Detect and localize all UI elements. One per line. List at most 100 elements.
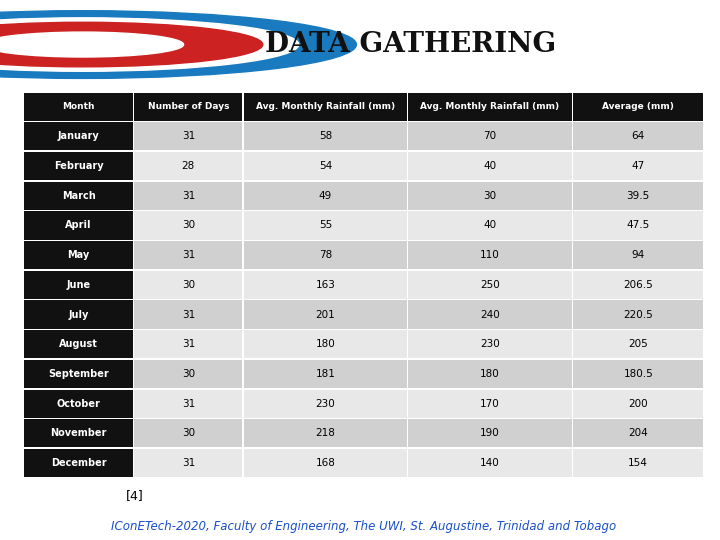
FancyBboxPatch shape bbox=[244, 300, 407, 329]
Text: 30: 30 bbox=[181, 220, 195, 231]
Text: 39.5: 39.5 bbox=[626, 191, 650, 201]
Text: [4]: [4] bbox=[125, 489, 143, 502]
Text: 30: 30 bbox=[181, 369, 195, 379]
Text: 230: 230 bbox=[480, 339, 500, 349]
Text: 31: 31 bbox=[181, 250, 195, 260]
Text: 47: 47 bbox=[631, 161, 645, 171]
Text: 31: 31 bbox=[181, 131, 195, 141]
FancyBboxPatch shape bbox=[408, 300, 572, 329]
Text: Avg. Monthly Rainfall (mm): Avg. Monthly Rainfall (mm) bbox=[420, 102, 559, 111]
FancyBboxPatch shape bbox=[244, 92, 407, 121]
Text: DATA GATHERING: DATA GATHERING bbox=[265, 31, 556, 58]
Text: 180: 180 bbox=[480, 369, 500, 379]
FancyBboxPatch shape bbox=[408, 211, 572, 240]
Text: 190: 190 bbox=[480, 428, 500, 438]
FancyBboxPatch shape bbox=[573, 181, 703, 210]
FancyBboxPatch shape bbox=[134, 360, 243, 388]
FancyBboxPatch shape bbox=[134, 241, 243, 269]
Text: April: April bbox=[66, 220, 92, 231]
Text: August: August bbox=[59, 339, 98, 349]
FancyBboxPatch shape bbox=[573, 449, 703, 477]
FancyBboxPatch shape bbox=[134, 211, 243, 240]
FancyBboxPatch shape bbox=[24, 92, 132, 121]
Text: 40: 40 bbox=[483, 161, 497, 171]
FancyBboxPatch shape bbox=[573, 152, 703, 180]
FancyBboxPatch shape bbox=[134, 181, 243, 210]
Text: 206.5: 206.5 bbox=[624, 280, 653, 290]
FancyBboxPatch shape bbox=[244, 181, 407, 210]
Text: May: May bbox=[68, 250, 90, 260]
FancyBboxPatch shape bbox=[134, 330, 243, 359]
FancyBboxPatch shape bbox=[134, 122, 243, 151]
FancyBboxPatch shape bbox=[134, 300, 243, 329]
Text: 31: 31 bbox=[181, 191, 195, 201]
FancyBboxPatch shape bbox=[24, 241, 132, 269]
Text: 201: 201 bbox=[315, 309, 336, 320]
FancyBboxPatch shape bbox=[244, 389, 407, 418]
FancyBboxPatch shape bbox=[408, 152, 572, 180]
Text: 54: 54 bbox=[319, 161, 332, 171]
Text: 31: 31 bbox=[181, 458, 195, 468]
FancyBboxPatch shape bbox=[408, 389, 572, 418]
FancyBboxPatch shape bbox=[24, 330, 132, 359]
FancyBboxPatch shape bbox=[24, 419, 132, 448]
FancyBboxPatch shape bbox=[134, 449, 243, 477]
Text: 163: 163 bbox=[315, 280, 336, 290]
Text: October: October bbox=[57, 399, 101, 409]
Text: March: March bbox=[62, 191, 96, 201]
Text: IConETech-2020, Faculty of Engineering, The UWI, St. Augustine, Trinidad and Tob: IConETech-2020, Faculty of Engineering, … bbox=[111, 520, 616, 533]
Text: July: July bbox=[68, 309, 89, 320]
Circle shape bbox=[0, 11, 356, 78]
Text: January: January bbox=[58, 131, 99, 141]
Text: 181: 181 bbox=[315, 369, 336, 379]
FancyBboxPatch shape bbox=[573, 389, 703, 418]
Text: 40: 40 bbox=[483, 220, 497, 231]
FancyBboxPatch shape bbox=[24, 360, 132, 388]
Text: 154: 154 bbox=[629, 458, 648, 468]
Circle shape bbox=[0, 32, 184, 57]
Text: 31: 31 bbox=[181, 339, 195, 349]
FancyBboxPatch shape bbox=[24, 152, 132, 180]
FancyBboxPatch shape bbox=[134, 92, 243, 121]
FancyBboxPatch shape bbox=[408, 122, 572, 151]
FancyBboxPatch shape bbox=[573, 211, 703, 240]
FancyBboxPatch shape bbox=[244, 152, 407, 180]
FancyBboxPatch shape bbox=[573, 271, 703, 299]
Text: 30: 30 bbox=[181, 280, 195, 290]
Text: 31: 31 bbox=[181, 399, 195, 409]
Text: 31: 31 bbox=[181, 309, 195, 320]
Text: 110: 110 bbox=[480, 250, 500, 260]
Circle shape bbox=[0, 18, 299, 71]
Text: 168: 168 bbox=[315, 458, 336, 468]
FancyBboxPatch shape bbox=[244, 122, 407, 151]
FancyBboxPatch shape bbox=[408, 419, 572, 448]
FancyBboxPatch shape bbox=[24, 181, 132, 210]
Text: 230: 230 bbox=[315, 399, 336, 409]
Text: 218: 218 bbox=[315, 428, 336, 438]
FancyBboxPatch shape bbox=[573, 241, 703, 269]
FancyBboxPatch shape bbox=[24, 449, 132, 477]
FancyBboxPatch shape bbox=[408, 271, 572, 299]
Text: 170: 170 bbox=[480, 399, 500, 409]
FancyBboxPatch shape bbox=[573, 360, 703, 388]
FancyBboxPatch shape bbox=[244, 419, 407, 448]
Text: 58: 58 bbox=[319, 131, 332, 141]
Text: June: June bbox=[66, 280, 91, 290]
Text: 55: 55 bbox=[319, 220, 332, 231]
FancyBboxPatch shape bbox=[408, 449, 572, 477]
Text: 180.5: 180.5 bbox=[624, 369, 653, 379]
Text: 240: 240 bbox=[480, 309, 500, 320]
FancyBboxPatch shape bbox=[24, 271, 132, 299]
FancyBboxPatch shape bbox=[408, 181, 572, 210]
Text: Average (mm): Average (mm) bbox=[602, 102, 674, 111]
FancyBboxPatch shape bbox=[244, 211, 407, 240]
Text: 180: 180 bbox=[315, 339, 336, 349]
FancyBboxPatch shape bbox=[244, 360, 407, 388]
Circle shape bbox=[0, 22, 263, 67]
FancyBboxPatch shape bbox=[244, 449, 407, 477]
Text: 49: 49 bbox=[319, 191, 332, 201]
Text: 30: 30 bbox=[483, 191, 497, 201]
FancyBboxPatch shape bbox=[134, 389, 243, 418]
Text: Month: Month bbox=[63, 102, 95, 111]
FancyBboxPatch shape bbox=[408, 330, 572, 359]
